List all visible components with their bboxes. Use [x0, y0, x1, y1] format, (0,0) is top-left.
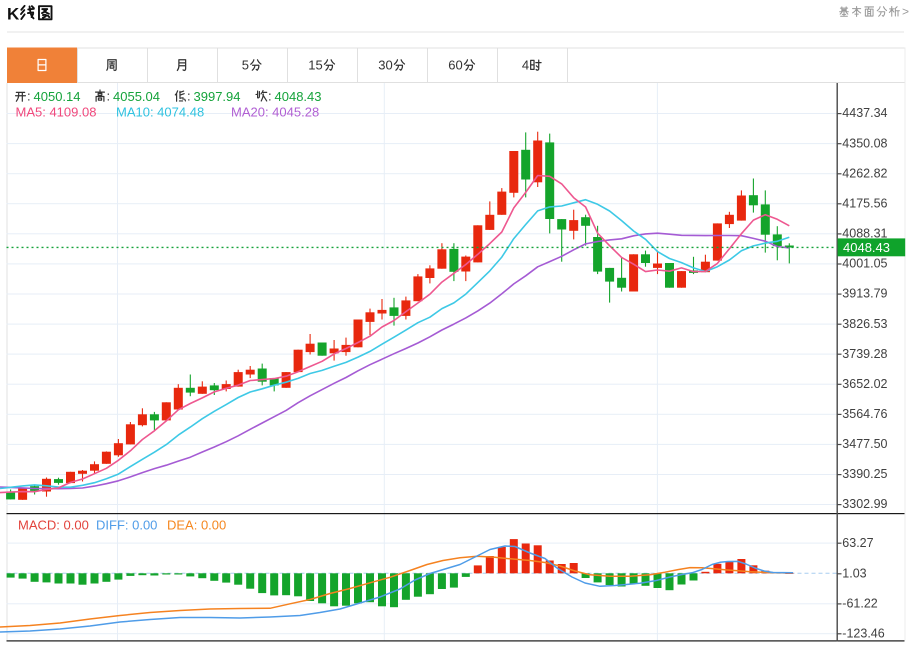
svg-text:63.27: 63.27 [842, 536, 873, 550]
svg-text:3564.76: 3564.76 [842, 407, 887, 421]
svg-text:3: 3 [378, 58, 385, 73]
svg-text:3997.94: 3997.94 [194, 89, 241, 104]
svg-text:0: 0 [386, 58, 393, 73]
svg-text:K: K [7, 5, 20, 24]
svg-text:>: > [902, 5, 909, 19]
svg-text:4048.43: 4048.43 [275, 89, 322, 104]
svg-text:DIFF: 0.00: DIFF: 0.00 [96, 518, 157, 533]
svg-text::: : [27, 89, 31, 104]
svg-text:4: 4 [522, 58, 529, 73]
svg-text:4262.82: 4262.82 [842, 166, 887, 180]
svg-text:4048.43: 4048.43 [843, 240, 890, 255]
svg-text:5: 5 [242, 58, 249, 73]
svg-text:4350.08: 4350.08 [842, 136, 887, 150]
svg-text:MA5: 4109.08: MA5: 4109.08 [16, 105, 97, 120]
svg-text:3477.50: 3477.50 [842, 437, 887, 451]
svg-text::: : [268, 89, 272, 104]
svg-text:3652.02: 3652.02 [842, 377, 887, 391]
svg-text::: : [187, 89, 191, 104]
svg-text:3739.28: 3739.28 [842, 347, 887, 361]
svg-text:1.03: 1.03 [842, 566, 866, 580]
svg-text:6: 6 [448, 58, 455, 73]
svg-text:-61.22: -61.22 [842, 597, 877, 611]
svg-text:4437.34: 4437.34 [842, 106, 887, 120]
svg-text:0: 0 [456, 58, 463, 73]
svg-text:3390.25: 3390.25 [842, 467, 887, 481]
svg-text:4088.31: 4088.31 [842, 227, 887, 241]
svg-text:3826.53: 3826.53 [842, 317, 887, 331]
svg-text:4050.14: 4050.14 [34, 89, 81, 104]
svg-text:3302.99: 3302.99 [842, 497, 887, 511]
svg-text::: : [107, 89, 111, 104]
svg-text:MACD: 0.00: MACD: 0.00 [18, 518, 89, 533]
svg-text:4175.56: 4175.56 [842, 196, 887, 210]
svg-text:4055.04: 4055.04 [113, 89, 160, 104]
svg-text:-123.46: -123.46 [842, 626, 884, 640]
svg-text:DEA: 0.00: DEA: 0.00 [167, 518, 226, 533]
svg-text:MA20: 4045.28: MA20: 4045.28 [231, 105, 319, 120]
svg-text:5: 5 [316, 58, 323, 73]
svg-text:4001.05: 4001.05 [842, 257, 887, 271]
svg-text:3913.79: 3913.79 [842, 287, 887, 301]
svg-text:MA10: 4074.48: MA10: 4074.48 [116, 105, 204, 120]
svg-text:1: 1 [308, 58, 315, 73]
